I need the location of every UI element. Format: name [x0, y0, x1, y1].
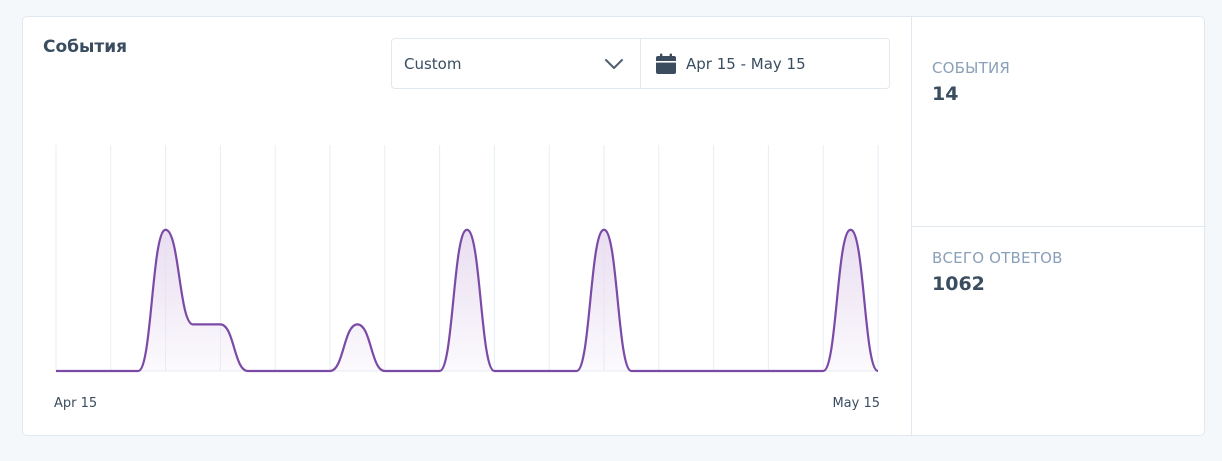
data-point [629, 369, 634, 374]
x-tick-label: Apr 15 [54, 396, 97, 411]
data-point [300, 369, 305, 374]
date-range-picker[interactable]: Apr 15 - May 15 [641, 39, 889, 88]
data-point [547, 369, 552, 374]
data-point [876, 369, 881, 374]
data-point [218, 322, 223, 327]
data-point [245, 369, 250, 374]
stat-responses-value: 1062 [932, 273, 985, 295]
chevron-down-icon [605, 58, 623, 69]
data-point [191, 322, 196, 327]
data-point [328, 369, 333, 374]
chart-panel: События Custom Apr 15 - May 15 Apr 15 May… [23, 17, 911, 435]
stats-divider [912, 226, 1206, 227]
data-point [437, 369, 442, 374]
events-card: События Custom Apr 15 - May 15 Apr 15 May… [22, 16, 1206, 436]
data-point [54, 369, 59, 374]
data-point [821, 369, 826, 374]
date-range-label: Apr 15 - May 15 [686, 54, 806, 73]
stat-responses: Всего ответов 1062 [932, 249, 1063, 295]
stat-events: События 14 [932, 59, 1010, 105]
series-area [56, 229, 878, 371]
data-point [656, 369, 661, 374]
data-point [492, 369, 497, 374]
data-point [108, 369, 113, 374]
data-point [766, 369, 771, 374]
series-line [55, 228, 880, 373]
data-point [273, 369, 278, 374]
stat-events-label: События [932, 59, 1011, 77]
range-select[interactable]: Custom [392, 39, 641, 88]
filter-controls: Custom Apr 15 - May 15 [391, 38, 890, 89]
range-select-label: Custom [404, 54, 462, 73]
data-point [382, 369, 387, 374]
data-point [355, 322, 360, 327]
stats-panel: События 14 Всего ответов 1062 [911, 17, 1206, 435]
data-point [465, 227, 470, 232]
data-point [684, 369, 689, 374]
data-point [81, 369, 86, 374]
calendar-icon [656, 53, 676, 74]
data-point [739, 369, 744, 374]
x-tick-label: May 15 [832, 396, 880, 411]
data-point [410, 369, 415, 374]
data-point [136, 369, 141, 374]
data-point [574, 369, 579, 374]
stat-events-value: 14 [932, 83, 959, 105]
data-point [602, 227, 607, 232]
data-point [163, 227, 168, 232]
data-point [711, 369, 716, 374]
data-point [848, 227, 853, 232]
data-point [793, 369, 798, 374]
stat-responses-label: Всего ответов [932, 249, 1063, 267]
events-area-chart: Apr 15 May 15 [54, 145, 881, 411]
data-point [519, 369, 524, 374]
page-title: События [43, 37, 128, 57]
